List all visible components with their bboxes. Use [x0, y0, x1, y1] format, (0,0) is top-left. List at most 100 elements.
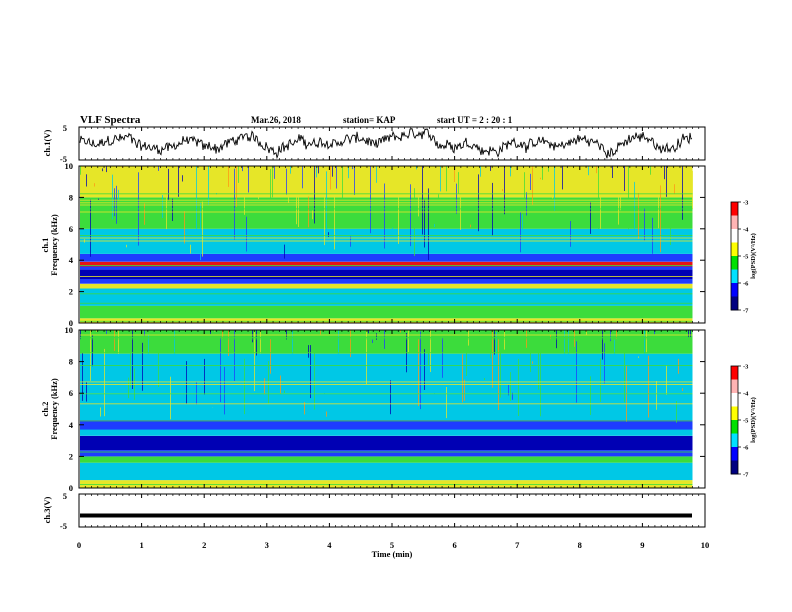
- ch2-spec-streak: [278, 330, 279, 342]
- ch2-spec-streak: [234, 330, 235, 381]
- ch2-spec-streak: [204, 358, 205, 395]
- ch1-spec-streak: [530, 173, 531, 190]
- ch2-spec-tone: [80, 338, 693, 340]
- ch2-spec-tone: [80, 403, 693, 405]
- ch2-spec-colorbar-segment: [731, 420, 738, 434]
- ch2-spec-tone: [80, 352, 693, 354]
- ch1-spec-streak: [526, 192, 527, 216]
- ch1-spec-streak: [238, 166, 239, 183]
- ch2-spec-streak: [214, 330, 215, 332]
- ch1-spec-band-3: [80, 283, 693, 289]
- ch1-spec-streak: [94, 183, 95, 187]
- ch2-spec-streak: [442, 337, 443, 378]
- ch2-spec-streak: [530, 336, 531, 373]
- ch2-spec-tone: [80, 451, 693, 453]
- ch2-spec-streak: [654, 330, 655, 335]
- ch1-spec-streak: [258, 166, 259, 200]
- ch1-spec-streak: [618, 187, 619, 225]
- ch2-spec-streak: [424, 349, 425, 390]
- ch1-spec-tone: [80, 265, 693, 266]
- ch1-spec-streak: [102, 168, 103, 172]
- ch1-spec-ytick-label: 4: [69, 255, 74, 265]
- figure-title: VLF Spectra: [80, 114, 141, 126]
- ch2-spec-ytick-label: 4: [69, 420, 74, 430]
- ch1-spec-streak: [598, 166, 599, 229]
- ch1-spec-streak: [106, 166, 107, 173]
- ch2-spec-streak: [384, 330, 385, 349]
- ch2-spec-streak: [292, 330, 293, 362]
- ch1-spec-colorbar-segment: [731, 242, 738, 257]
- ch2-spec-streak: [676, 401, 677, 423]
- ch2-spec-band-9: [80, 330, 693, 354]
- ch2-spec-streak: [496, 332, 497, 368]
- ch1-spec-streak: [510, 166, 511, 177]
- ch2-spec-tone: [80, 336, 693, 338]
- ch2-spec-band-4: [80, 435, 693, 451]
- ch1-colorbar: -3 -4 -5 -6 -7 log(PSD)(V²/Hz): [730, 200, 757, 315]
- ch2-spec-streak: [390, 380, 391, 415]
- ch2-spec-tone: [80, 393, 693, 395]
- ch1-waveform-frame: [78, 126, 706, 161]
- ch2-spec-streak: [310, 345, 311, 399]
- ch2-spec-streak: [372, 339, 373, 343]
- ch1-spec-band-5: [80, 269, 693, 279]
- ch2-spec-streak: [82, 353, 83, 401]
- ch2-spec-streak: [538, 330, 539, 390]
- ch1-spec-streak: [590, 201, 591, 234]
- ch1-spec-streak: [470, 224, 471, 228]
- ch2-spec-streak: [320, 330, 321, 335]
- ch1-spec-colorbar-segment: [731, 215, 738, 230]
- ch2-spec-streak: [252, 330, 253, 343]
- ch2-spectrogram-image: [80, 330, 693, 488]
- ch1-spec-streak: [318, 166, 319, 174]
- ch1-spec-band-7: [80, 261, 693, 267]
- ch2-spec-streak: [268, 361, 269, 404]
- ch1-spec-colorbar-segment: [731, 269, 738, 284]
- ch1-spec-band-11: [80, 166, 693, 198]
- ch1-spec-streak: [260, 166, 261, 175]
- ch1-spec-band-1: [80, 305, 693, 319]
- ch2-spec-streak: [376, 333, 377, 340]
- ch1-spec-streak: [562, 166, 563, 190]
- ch1-spec-tone: [80, 235, 693, 236]
- ch1-ytick-bottom: -5: [60, 154, 67, 164]
- time-axis-tick-label: 8: [578, 540, 582, 550]
- ch2-spec-streak: [532, 361, 533, 364]
- ch2-spec-colorbar-segment: [731, 460, 738, 475]
- ch2-spec-ylabel-1: ch.2: [40, 402, 50, 417]
- ch2-spec-streak: [504, 330, 505, 350]
- ch2-spec-colorbar-segment: [731, 393, 738, 407]
- ch2-spec-streak: [118, 330, 119, 354]
- ch1-spec-streak: [504, 166, 505, 215]
- ch2-spec-streak: [304, 401, 305, 415]
- ch2-colorbar: -3 -4 -5 -6 -7 log(PSD)(V²/Hz): [730, 364, 757, 479]
- ch2-spec-streak: [464, 379, 465, 401]
- ch2-spec-tone: [80, 482, 693, 484]
- ch1-spec-streak: [112, 174, 113, 220]
- ch1-spec-colorbar-tick-label: -6: [743, 281, 749, 288]
- ch1-spec-streak: [232, 166, 233, 191]
- ch1-spec-colorbar-tick-label: -5: [743, 254, 749, 261]
- ch1-spec-streak: [674, 184, 675, 194]
- ch1-spec-tone: [80, 208, 693, 210]
- ch1-spec-streak: [246, 216, 247, 252]
- ch1-spec-tone: [80, 199, 693, 201]
- ch1-spec-streak: [312, 210, 313, 220]
- ch1-spec-streak: [624, 166, 625, 191]
- ch2-spec-streak: [100, 407, 101, 417]
- ch2-spec-streak: [552, 382, 553, 391]
- ch1-ylabel: ch.1(V): [42, 129, 52, 156]
- ch1-spec-streak: [410, 184, 411, 247]
- ch2-spec-band-6: [80, 420, 693, 430]
- ch1-spec-streak: [342, 166, 343, 224]
- ch1-spec-streak: [90, 199, 91, 257]
- ch1-spectrogram-panel: 0 2 4 6 8 10 ch.1 Frequency (kHz) -3 -4 -5 -6 -7 l…: [40, 161, 757, 328]
- ch1-spec-streak: [664, 166, 665, 180]
- ch1-spec-streak: [332, 166, 333, 177]
- ch1-spec-colorbar-segment: [731, 283, 738, 297]
- ch2-spec-streak: [84, 330, 85, 347]
- ch1-spec-tone: [80, 293, 693, 295]
- ch2-spec-band-5: [80, 429, 693, 436]
- time-axis-tick-label: 4: [327, 540, 332, 550]
- ch2-spec-streak: [270, 339, 271, 374]
